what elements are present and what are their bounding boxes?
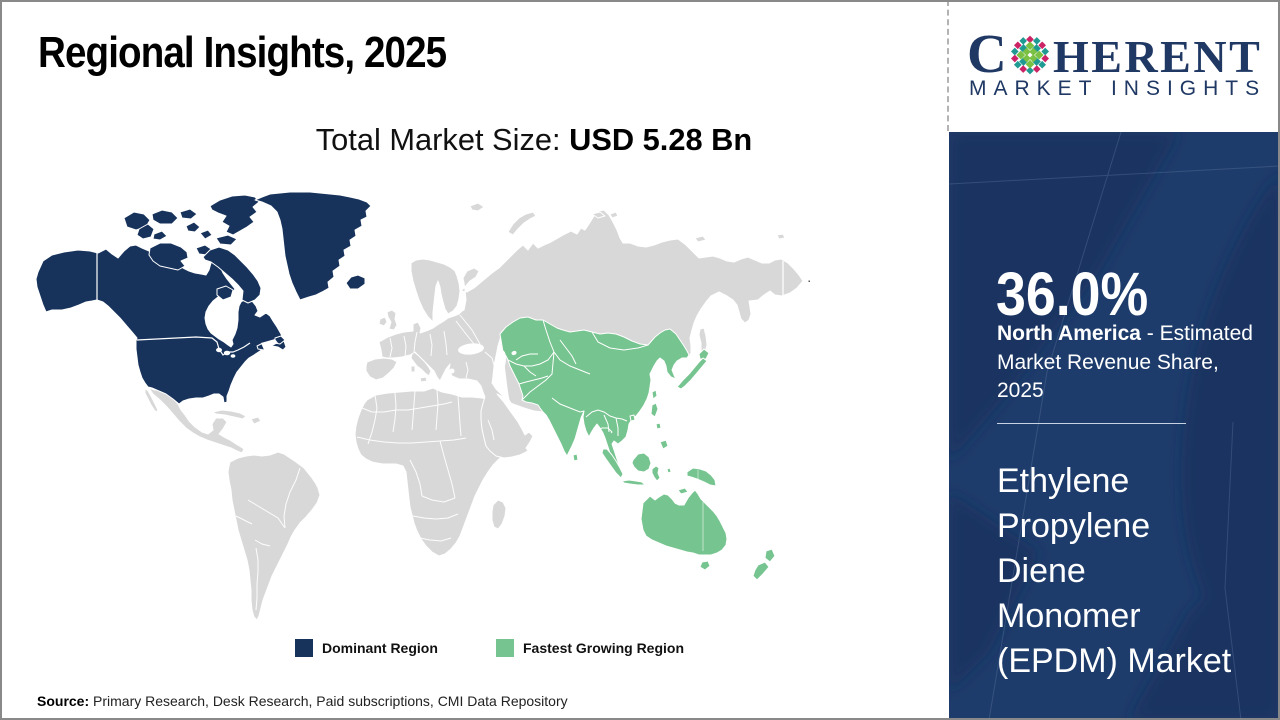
svg-text:MARKET INSIGHTS: MARKET INSIGHTS xyxy=(969,77,1266,100)
svg-text:C: C xyxy=(967,23,1007,84)
svg-text:HERENT: HERENT xyxy=(1053,31,1262,82)
